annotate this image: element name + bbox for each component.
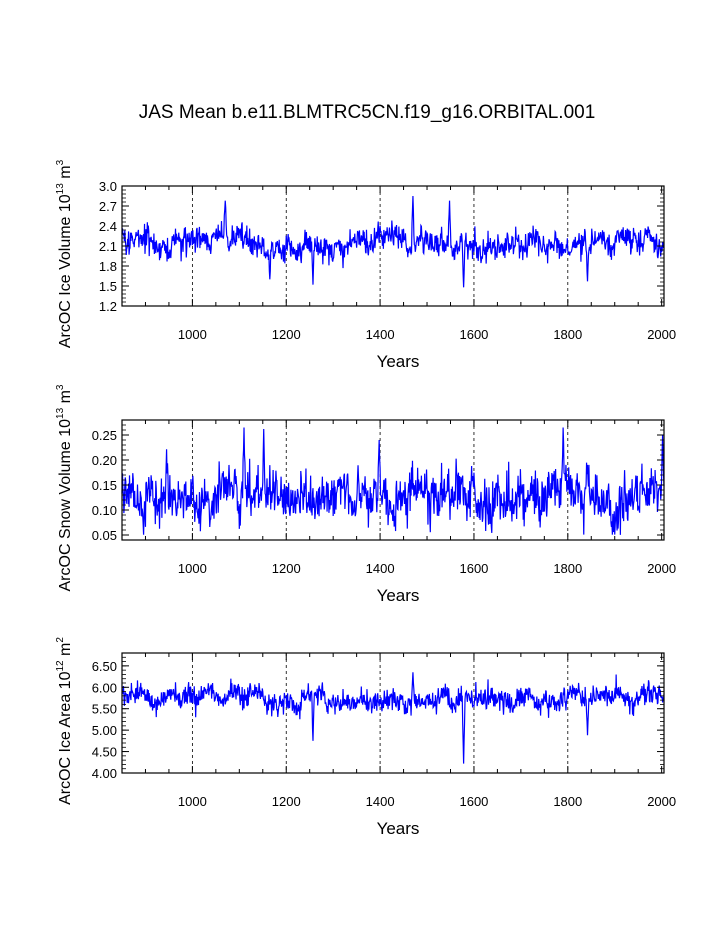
y-tick-label: 0.20 [92, 453, 117, 468]
plot-frame [121, 419, 665, 541]
x-tick-label: 1400 [366, 327, 395, 342]
y-axis-title-unit: m [57, 643, 74, 661]
x-tick-label: 2000 [647, 327, 676, 342]
y-tick-label: 5.00 [92, 723, 117, 738]
series-line [121, 427, 665, 535]
x-tick-label: 1000 [178, 561, 207, 576]
y-tick-label: 1.2 [99, 299, 117, 314]
x-tick-label: 2000 [647, 561, 676, 576]
y-tick-label: 5.50 [92, 702, 117, 717]
x-axis-title: Years [377, 819, 420, 838]
y-axis-title-main: ArcOC Snow Volume 10 [57, 419, 74, 592]
y-axis-title: ArcOC Snow Volume 1013 m3 [55, 384, 74, 591]
plot-frame [121, 652, 665, 774]
y-axis-title-main: ArcOC Ice Area 10 [57, 671, 74, 804]
x-tick-label: 1400 [366, 794, 395, 809]
x-tick-label: 2000 [647, 794, 676, 809]
figure-title: JAS Mean b.e11.BLMTRC5CN.f19_g16.ORBITAL… [139, 102, 596, 123]
x-tick-label: 1200 [272, 794, 301, 809]
y-tick-label: 1.5 [99, 279, 117, 294]
x-tick-label: 1000 [178, 327, 207, 342]
y-axis-title-unit-exp: 2 [55, 637, 66, 643]
x-axis-title: Years [377, 352, 420, 371]
x-tick-label: 1400 [366, 561, 395, 576]
x-tick-label: 1600 [459, 561, 488, 576]
panels: 1000 1200 1400 1600 1800 2000 1.2 1.5 1.8 2.1 2.4 2… [55, 159, 676, 838]
y-tick-label: 0.05 [92, 528, 117, 543]
y-axis-title: ArcOC Ice Volume 1013 m3 [55, 159, 74, 348]
x-tick-label: 1800 [553, 794, 582, 809]
x-tick-label: 1600 [459, 327, 488, 342]
y-axis-title-main: ArcOC Ice Volume 10 [57, 194, 74, 348]
y-tick-label: 4.00 [92, 766, 117, 781]
x-tick-label: 1800 [553, 561, 582, 576]
y-tick-label: 0.25 [92, 428, 117, 443]
y-tick-label: 0.15 [92, 478, 117, 493]
y-axis-title-unit-exp: 3 [55, 159, 66, 165]
y-axis-title: ArcOC Ice Area 1012 m2 [55, 637, 74, 805]
y-tick-label: 6.50 [92, 659, 117, 674]
x-tick-label: 1000 [178, 794, 207, 809]
y-tick-label: 1.8 [99, 259, 117, 274]
y-axis-title-exp: 12 [55, 660, 66, 672]
series-line [121, 672, 665, 764]
y-tick-label: 0.10 [92, 503, 117, 518]
series-line [121, 195, 665, 288]
y-axis-title-unit-exp: 3 [55, 384, 66, 390]
y-axis-title-unit: m [57, 390, 74, 408]
y-tick-label: 2.4 [99, 219, 117, 234]
y-axis-title-exp: 13 [55, 183, 66, 195]
y-tick-label: 4.50 [92, 745, 117, 760]
panel-3: 1000 1200 1400 1600 1800 2000 4.00 4.50 5.00 5.50… [55, 637, 676, 838]
y-axis-title-exp: 13 [55, 407, 66, 419]
y-axis-title-unit: m [57, 165, 74, 183]
x-tick-label: 1200 [272, 561, 301, 576]
x-tick-label: 1800 [553, 327, 582, 342]
y-tick-label: 6.00 [92, 680, 117, 695]
y-tick-label: 2.7 [99, 199, 117, 214]
panel-2: 1000 1200 1400 1600 1800 2000 0.05 0.10 0.15 0.20… [55, 384, 676, 605]
y-tick-label: 2.1 [99, 239, 117, 254]
x-axis-title: Years [377, 586, 420, 605]
y-tick-label: 3.0 [99, 179, 117, 194]
panel-1: 1000 1200 1400 1600 1800 2000 1.2 1.5 1.8 2.1 2.4 2… [55, 159, 676, 371]
x-tick-label: 1600 [459, 794, 488, 809]
x-tick-label: 1200 [272, 327, 301, 342]
